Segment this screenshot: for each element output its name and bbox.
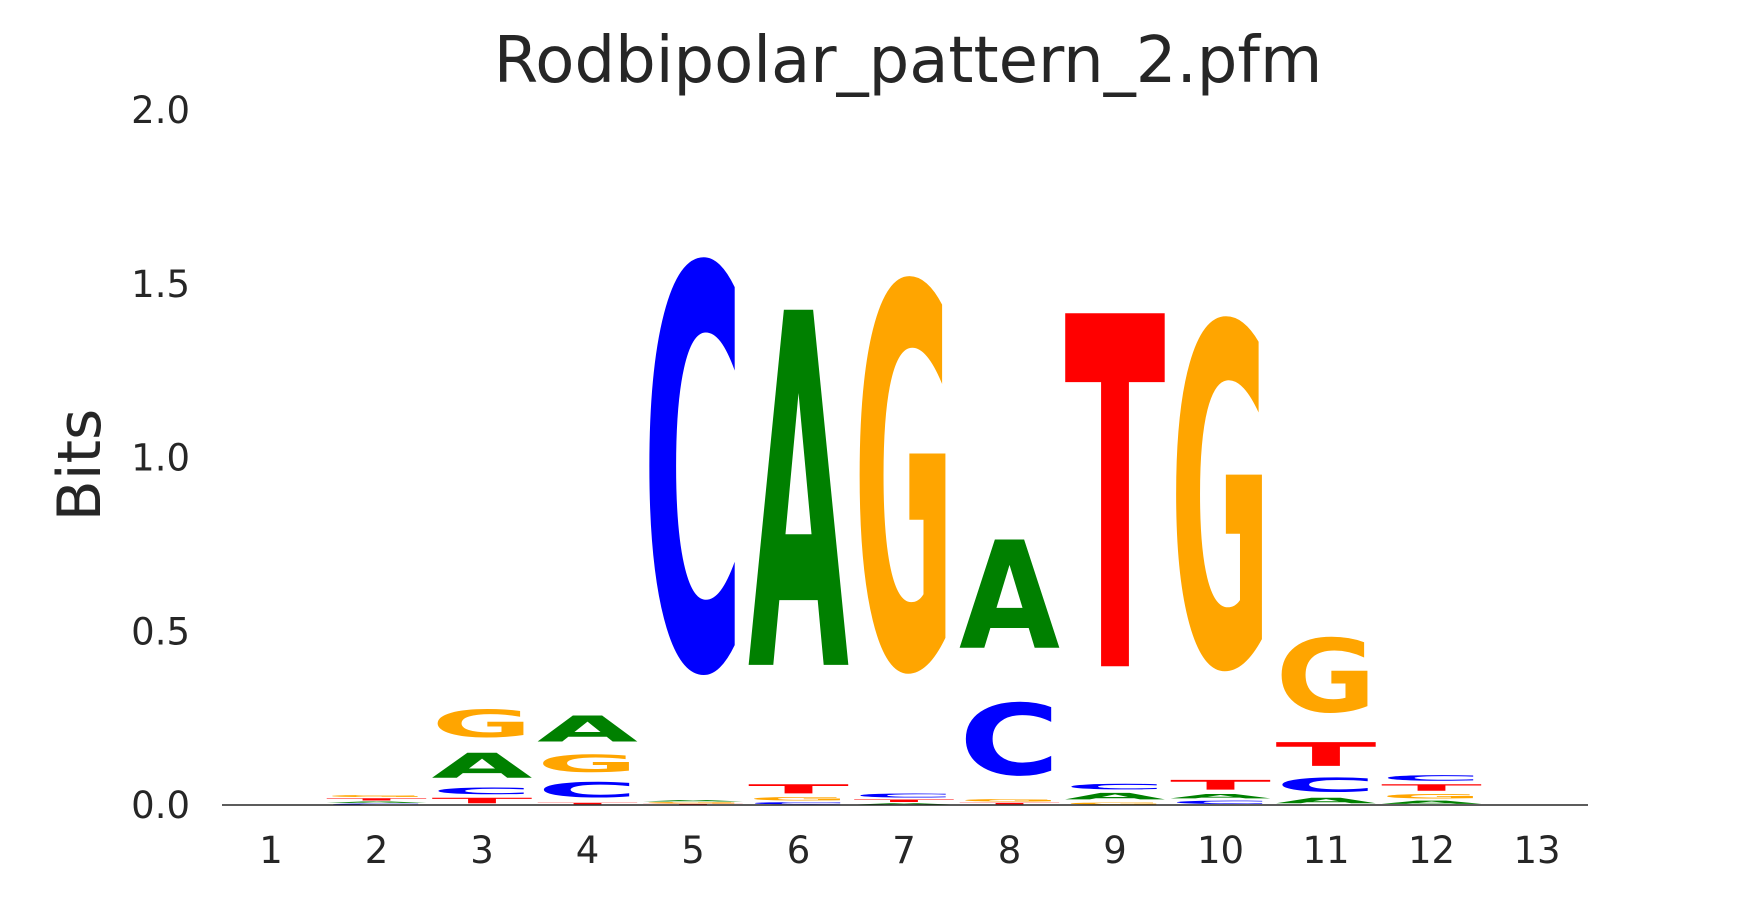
logo-letter-t: T — [854, 799, 955, 803]
logo-letter-c: C — [643, 154, 744, 798]
x-tick-label: 7 — [892, 829, 916, 872]
x-tick-label: 6 — [787, 829, 811, 872]
logo-letter-c: C — [748, 802, 849, 805]
x-tick-label: 11 — [1302, 829, 1349, 872]
logo-letter-c: C — [326, 803, 427, 805]
x-tick-label: 5 — [681, 829, 705, 872]
logo-letter-a: A — [854, 803, 955, 805]
logo-letter-g: G — [1170, 230, 1271, 776]
logo-letter-a: A — [432, 746, 533, 786]
logo-letter-g: G — [326, 795, 427, 798]
logo-letter-g: G — [643, 802, 744, 804]
logo-letter-c: C — [1065, 782, 1166, 791]
logo-letter-t: T — [432, 796, 533, 805]
logo-letter-t: T — [1065, 219, 1167, 782]
x-tick-label: 9 — [1103, 829, 1127, 872]
logo-letter-a: A — [1170, 793, 1272, 800]
chart-title: Rodbipolar_pattern_2.pfm — [494, 24, 1323, 98]
logo-letter-g: G — [854, 180, 955, 791]
x-tick-label: 3 — [470, 829, 494, 872]
logo-letter-a: A — [1381, 800, 1482, 805]
logo-letter-a: A — [643, 800, 744, 802]
logo-letter-c: C — [1276, 774, 1377, 796]
x-tick-label: 1 — [259, 829, 283, 872]
logo-letter-c: C — [854, 793, 955, 799]
logo-letter-g: G — [537, 750, 638, 778]
x-tick-label: 12 — [1408, 829, 1455, 872]
logo-letter-g: G — [1276, 618, 1377, 736]
logo-letter-a: A — [959, 510, 1060, 683]
logo-letter-g: G — [1065, 802, 1166, 805]
y-tick-label: 1.5 — [131, 263, 190, 306]
logo-letter-g: G — [432, 703, 533, 746]
y-axis-label: Bits — [45, 409, 115, 522]
logo-letter-t: T — [1276, 736, 1377, 774]
y-tick-label: 0.0 — [131, 784, 190, 827]
logo-letter-a: A — [1065, 791, 1167, 801]
logo-letter-g: G — [748, 796, 849, 801]
x-tick-label: 10 — [1197, 829, 1244, 872]
letter-stacks: CATGTCAGTCGATGACCGTAATCGTGCAGACTCATGACTG… — [326, 154, 1482, 805]
logo-letter-a: A — [326, 801, 427, 803]
logo-letter-g: G — [1381, 793, 1482, 800]
logo-letter-c: C — [537, 778, 638, 802]
y-tick-label: 2.0 — [131, 89, 190, 132]
logo-letter-t: T — [959, 802, 1060, 805]
logo-letter-a: A — [748, 214, 850, 781]
x-tick-label: 4 — [576, 829, 600, 872]
logo-letter-c: C — [1381, 774, 1482, 783]
x-tick-label: 13 — [1513, 829, 1560, 872]
logo-letter-a: A — [1276, 796, 1378, 805]
logo-letter-c: C — [959, 684, 1060, 798]
y-tick-label: 0.5 — [131, 610, 190, 653]
logo-letter-a: A — [537, 708, 638, 750]
logo-letter-t: T — [1170, 777, 1271, 793]
logo-letter-t: T — [748, 782, 849, 797]
x-tick-label: 8 — [998, 829, 1022, 872]
logo-letter-g: G — [959, 798, 1060, 802]
logo-letter-t: T — [326, 798, 427, 801]
logo-letter-t: T — [1381, 782, 1482, 792]
logo-letter-t: T — [537, 802, 638, 805]
y-axis-ticks: 0.0 0.5 1.0 1.5 2.0 — [131, 89, 190, 827]
logo-letter-c: C — [432, 786, 533, 796]
y-tick-label: 1.0 — [131, 437, 190, 480]
x-tick-label: 2 — [365, 829, 389, 872]
x-axis-ticks: 1 2 3 4 5 6 7 8 9 10 11 12 13 — [259, 829, 1560, 872]
logo-letter-c: C — [1170, 800, 1271, 805]
